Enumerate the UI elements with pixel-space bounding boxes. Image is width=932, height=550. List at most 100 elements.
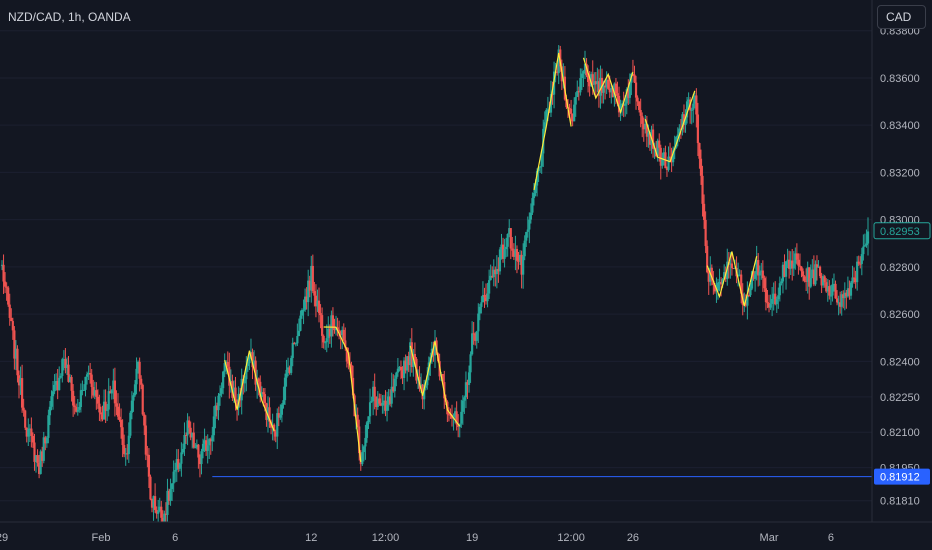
candle-body xyxy=(478,306,481,314)
candle-body xyxy=(21,378,24,408)
candle-body xyxy=(715,290,718,292)
candle-body xyxy=(140,378,143,385)
candle-body xyxy=(327,328,330,339)
candle-body xyxy=(628,82,631,98)
candle-body xyxy=(368,402,372,417)
candle-body xyxy=(483,294,486,298)
candle-body xyxy=(30,428,33,436)
candle-body xyxy=(639,109,642,116)
x-tick-label: Mar xyxy=(760,532,779,544)
candle-body xyxy=(832,283,836,285)
candle-body xyxy=(704,219,707,247)
candle-body xyxy=(82,389,86,391)
candle-body xyxy=(695,95,698,115)
candle-body xyxy=(614,83,618,94)
candle-body xyxy=(135,368,138,385)
candle-body xyxy=(192,432,195,448)
candle-body xyxy=(645,123,648,137)
candle-body xyxy=(96,396,99,404)
candle-body xyxy=(846,288,849,297)
candle-body xyxy=(718,281,721,283)
candle-body xyxy=(155,509,158,514)
candle-body xyxy=(723,272,726,280)
price-axis[interactable] xyxy=(872,0,932,522)
candle-body xyxy=(610,88,613,93)
candle-body xyxy=(706,246,709,273)
candle-body xyxy=(684,117,687,126)
candle-body xyxy=(290,358,293,373)
candle-body xyxy=(358,426,361,454)
pattern-zigzag xyxy=(582,57,634,115)
candle-body xyxy=(423,387,426,400)
candle-body xyxy=(184,435,188,437)
candle-body xyxy=(382,400,386,403)
y-tick-label: 0.83200 xyxy=(880,167,920,179)
candle-body xyxy=(565,99,568,108)
candle-body xyxy=(344,340,347,348)
time-axis[interactable] xyxy=(0,522,872,550)
candle-body xyxy=(347,361,350,364)
candle-body xyxy=(767,303,771,308)
candle-body xyxy=(93,390,96,396)
candle-body xyxy=(263,394,266,404)
candle-body xyxy=(101,414,104,420)
hline-price-label: 0.81912 xyxy=(880,472,920,484)
candle-body xyxy=(385,404,389,411)
candle-body xyxy=(866,231,870,244)
candle-body xyxy=(769,303,772,308)
candle-body xyxy=(293,342,296,345)
candle-body xyxy=(520,254,523,275)
candle-body xyxy=(569,108,573,114)
candle-body xyxy=(89,372,92,375)
candle-body xyxy=(398,366,401,369)
candle-body xyxy=(574,96,577,105)
candle-body xyxy=(732,268,735,270)
candle-body xyxy=(668,156,672,158)
candle-body xyxy=(843,292,846,299)
candle-body xyxy=(744,302,747,306)
candle-body xyxy=(355,414,358,417)
candle-body xyxy=(104,401,107,411)
candle-body xyxy=(811,269,814,279)
candle-body xyxy=(395,372,398,379)
candle-body xyxy=(225,361,228,364)
candle-body xyxy=(13,330,16,359)
candle-body xyxy=(489,275,492,281)
candle-body xyxy=(460,411,463,424)
candle-body xyxy=(198,457,202,465)
candle-body xyxy=(503,249,506,259)
candle-body xyxy=(488,280,491,294)
candle-body xyxy=(222,371,225,389)
candle-body xyxy=(738,274,741,276)
candle-body xyxy=(625,89,628,104)
currency-button[interactable]: CAD xyxy=(877,5,926,29)
candle-body xyxy=(75,407,78,412)
candle-body xyxy=(109,391,112,394)
candle-body xyxy=(328,328,331,337)
candle-body xyxy=(393,378,396,392)
candle-body xyxy=(138,361,141,379)
y-tick-label: 0.83400 xyxy=(880,120,920,132)
candle-body xyxy=(116,406,120,417)
candle-body xyxy=(421,384,424,400)
candle-body xyxy=(760,270,763,272)
candle-body xyxy=(591,74,594,85)
candle-body xyxy=(316,300,319,307)
candle-body xyxy=(532,193,536,199)
candle-body xyxy=(319,313,322,316)
candle-body xyxy=(31,435,35,443)
candle-body xyxy=(515,248,519,261)
candle-body xyxy=(24,410,27,428)
candles xyxy=(0,45,870,542)
candle-body xyxy=(713,284,717,292)
candle-body xyxy=(217,395,220,411)
candle-body xyxy=(611,88,614,98)
candle-body xyxy=(48,406,52,416)
candle-body xyxy=(406,356,409,371)
candle-body xyxy=(781,264,785,282)
candle-body xyxy=(500,244,503,250)
candle-body xyxy=(812,269,815,285)
candle-body xyxy=(389,396,392,404)
candle-body xyxy=(296,336,299,344)
